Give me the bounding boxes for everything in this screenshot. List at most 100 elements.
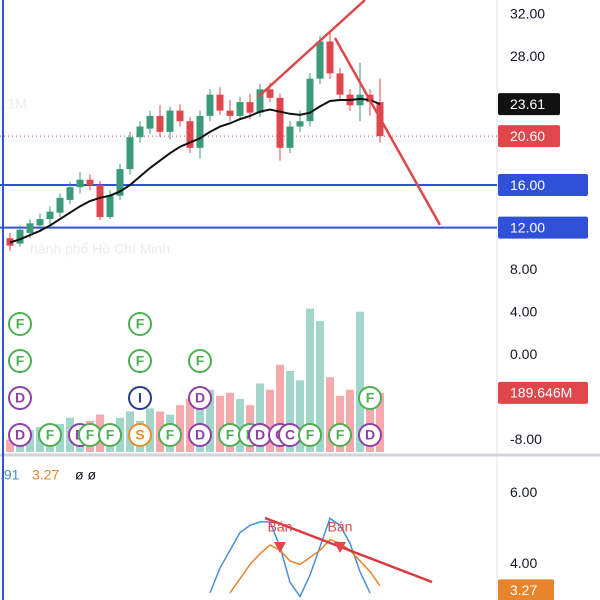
candle-body	[196, 115, 204, 148]
event-label: F	[196, 353, 205, 369]
volume-bar	[346, 389, 354, 452]
price-badge	[498, 579, 554, 600]
indicator-line	[229, 538, 381, 594]
legend-value: 3.27	[32, 467, 59, 483]
candle-body	[106, 195, 114, 217]
candle-body	[16, 229, 24, 244]
volume-bar	[216, 395, 224, 452]
signal-label: Bán	[268, 519, 293, 535]
event-badge	[8, 386, 32, 410]
candle-body	[156, 115, 164, 132]
price-badge-label: 12.00	[510, 219, 545, 235]
event-label: F	[166, 427, 175, 443]
price-badge	[498, 381, 588, 404]
event-badge	[358, 386, 382, 410]
candle-body	[256, 89, 264, 113]
y-tick-label: -8.00	[510, 431, 542, 447]
trend-line	[333, 37, 442, 226]
candle-body	[56, 197, 64, 213]
event-badge	[98, 423, 122, 447]
price-badge-label: 16.00	[510, 177, 545, 193]
event-label: F	[46, 427, 55, 443]
candle-body	[326, 41, 334, 74]
candle-body	[236, 102, 244, 116]
candle-body	[266, 89, 274, 98]
price-badge-label: 20.60	[510, 128, 545, 144]
signal-marker	[334, 542, 346, 553]
volume-bar	[326, 377, 334, 452]
candle-body	[206, 94, 214, 116]
trend-line	[264, 516, 433, 584]
candle-body	[96, 185, 104, 217]
y-tick-label: 32.00	[510, 6, 545, 22]
event-badge	[128, 312, 152, 336]
event-label: F	[136, 316, 145, 332]
event-badge	[188, 386, 212, 410]
event-label: F	[136, 353, 145, 369]
indicator-line	[209, 517, 371, 598]
candle-body	[46, 211, 54, 220]
event-badge	[8, 312, 32, 336]
candle-body	[76, 179, 84, 188]
event-label: D	[195, 427, 205, 443]
watermark-sub: hành phố Hồ Chí Minh	[30, 241, 170, 257]
volume-bar	[186, 399, 194, 452]
event-badge	[8, 423, 32, 447]
candle-body	[336, 73, 344, 95]
legend-value: ø ø	[75, 467, 96, 483]
candle-body	[306, 78, 314, 122]
event-label: D	[15, 390, 25, 406]
signal-marker	[274, 542, 286, 553]
event-label: C	[285, 427, 295, 443]
event-label: D	[195, 390, 205, 406]
y-tick-label: 8.00	[510, 261, 537, 277]
candle-body	[316, 41, 324, 79]
y-tick-label: 4.00	[510, 555, 537, 571]
volume-bar	[316, 321, 324, 452]
event-badge	[328, 423, 352, 447]
candle-body	[66, 187, 74, 200]
event-label: I	[138, 390, 142, 406]
volume-bar	[276, 364, 284, 452]
event-label: F	[226, 427, 235, 443]
y-tick-label: 4.00	[510, 303, 537, 319]
event-badge	[298, 423, 322, 447]
volume-bar	[376, 392, 384, 452]
volume-bar	[286, 370, 294, 452]
trend-line	[257, 0, 366, 98]
event-label: F	[16, 316, 25, 332]
candle-body	[296, 121, 304, 127]
volume-bar	[256, 383, 264, 452]
candle-body	[276, 97, 284, 148]
candle-body	[356, 94, 364, 106]
y-tick-label: 0.00	[510, 346, 537, 362]
event-label: S	[135, 427, 144, 443]
volume-bar	[306, 308, 314, 452]
event-label: D	[15, 427, 25, 443]
event-label: F	[16, 353, 25, 369]
volume-bar	[266, 389, 274, 452]
moving-average	[9, 97, 381, 244]
candle-body	[26, 223, 34, 233]
event-label: F	[336, 427, 345, 443]
event-badge	[188, 423, 212, 447]
price-badge-label: 189.646M	[510, 385, 572, 401]
volume-bar	[6, 439, 14, 452]
event-badge	[128, 423, 152, 447]
candle-body	[246, 102, 254, 113]
price-badge	[498, 93, 560, 116]
event-badge	[8, 349, 32, 373]
event-badge	[128, 386, 152, 410]
event-label: F	[86, 427, 95, 443]
price-badge	[498, 125, 560, 148]
price-badge-label: 23.61	[510, 96, 545, 112]
event-label: F	[366, 390, 375, 406]
volume-bar	[296, 380, 304, 452]
signal-label: Bán	[328, 519, 353, 535]
event-label: D	[255, 427, 265, 443]
candle-body	[176, 110, 184, 122]
legend-value: .91	[0, 467, 20, 483]
event-label: D	[365, 427, 375, 443]
candle-body	[136, 126, 144, 138]
